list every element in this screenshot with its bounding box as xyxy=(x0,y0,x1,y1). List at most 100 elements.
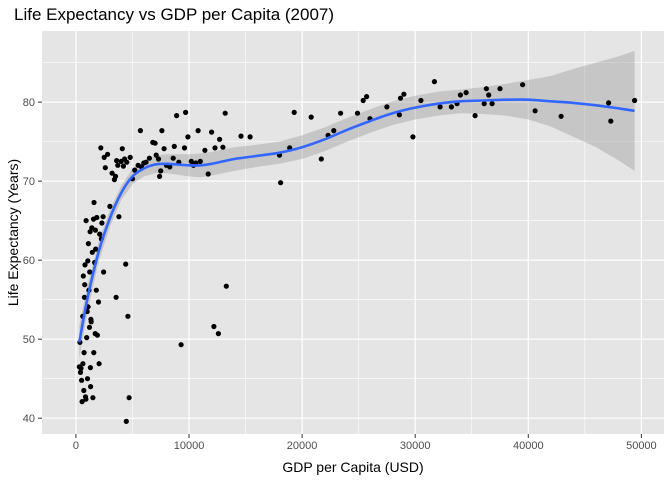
data-point xyxy=(152,140,158,146)
data-point xyxy=(107,203,113,209)
data-point xyxy=(85,241,91,247)
data-point xyxy=(220,144,226,150)
y-tick-label: 50 xyxy=(23,334,35,346)
data-point xyxy=(86,324,93,330)
data-point xyxy=(338,110,344,116)
data-point xyxy=(197,158,203,164)
data-point xyxy=(114,158,120,164)
data-point xyxy=(116,214,122,220)
x-tick-label: 20000 xyxy=(287,440,318,452)
data-point xyxy=(222,110,228,116)
data-point xyxy=(202,147,208,153)
data-point xyxy=(123,261,129,267)
data-point xyxy=(437,104,443,110)
x-tick-label: 0 xyxy=(73,440,79,452)
data-point xyxy=(481,101,487,107)
data-point xyxy=(632,97,638,104)
data-point xyxy=(354,110,361,116)
data-point xyxy=(146,155,152,161)
data-point xyxy=(115,162,121,168)
data-point xyxy=(159,128,165,134)
data-point xyxy=(109,170,115,176)
data-point xyxy=(143,159,149,165)
major-gridlines xyxy=(42,31,664,434)
data-point xyxy=(520,82,526,88)
data-point xyxy=(87,365,93,371)
data-point xyxy=(94,332,100,338)
data-point xyxy=(155,156,162,162)
data-point xyxy=(113,294,119,300)
data-point xyxy=(157,173,163,179)
data-point xyxy=(105,151,111,157)
data-point xyxy=(463,90,469,96)
data-point xyxy=(205,171,211,177)
data-point xyxy=(497,86,503,92)
data-point xyxy=(119,146,125,152)
data-point xyxy=(89,249,95,255)
x-tick-label: 40000 xyxy=(513,440,544,452)
data-point xyxy=(606,100,612,106)
data-point xyxy=(98,145,104,151)
data-point xyxy=(101,269,107,275)
data-point xyxy=(93,246,99,252)
data-point xyxy=(90,395,96,401)
data-point xyxy=(137,128,143,134)
minor-gridlines xyxy=(42,31,664,434)
data-point xyxy=(181,145,188,151)
data-point xyxy=(558,113,564,119)
y-axis-title: Life Expectancy (Years) xyxy=(5,159,21,306)
data-point xyxy=(93,287,99,293)
data-point xyxy=(102,165,108,171)
data-point xyxy=(81,294,87,300)
data-point xyxy=(489,101,495,107)
data-point xyxy=(384,104,390,110)
data-point xyxy=(401,91,407,97)
data-point xyxy=(291,109,297,115)
data-point xyxy=(101,154,107,160)
smooth-trend-line xyxy=(78,98,635,343)
data-point xyxy=(78,365,84,371)
data-point xyxy=(174,113,180,119)
data-point xyxy=(178,342,184,348)
x-tick-label: 30000 xyxy=(400,440,431,452)
data-point xyxy=(364,94,370,100)
data-point xyxy=(209,129,215,135)
x-tick-label: 10000 xyxy=(174,440,205,452)
data-point xyxy=(123,418,129,424)
data-point xyxy=(217,136,223,142)
data-point xyxy=(188,158,194,164)
data-point xyxy=(99,220,105,226)
data-point xyxy=(171,143,177,149)
data-point xyxy=(532,108,538,114)
y-axis-ticks: 40 50 60 70 80 xyxy=(23,97,42,425)
data-point xyxy=(183,109,189,115)
data-point xyxy=(360,97,366,104)
chart-title: Life Expectancy vs GDP per Capita (2007) xyxy=(14,5,334,24)
data-point xyxy=(85,258,91,264)
data-point xyxy=(457,92,463,98)
data-point xyxy=(448,104,454,110)
data-point xyxy=(84,335,90,341)
data-point xyxy=(92,227,98,233)
data-point xyxy=(87,229,93,235)
y-tick-label: 60 xyxy=(23,255,35,267)
data-point xyxy=(308,114,314,120)
data-point xyxy=(212,145,218,151)
plot-panel xyxy=(42,31,664,434)
data-point xyxy=(153,152,159,158)
data-point xyxy=(97,231,103,237)
x-axis-title: GDP per Capita (USD) xyxy=(282,459,423,475)
data-point xyxy=(83,218,89,224)
confidence-band xyxy=(79,50,635,359)
data-point xyxy=(132,167,138,173)
data-point xyxy=(88,384,94,390)
data-point xyxy=(127,154,133,160)
data-point xyxy=(96,361,102,367)
data-point xyxy=(126,395,132,401)
data-point xyxy=(608,118,614,124)
data-point xyxy=(486,92,492,98)
data-point xyxy=(483,86,489,92)
data-point xyxy=(80,273,86,279)
data-point xyxy=(100,214,106,220)
